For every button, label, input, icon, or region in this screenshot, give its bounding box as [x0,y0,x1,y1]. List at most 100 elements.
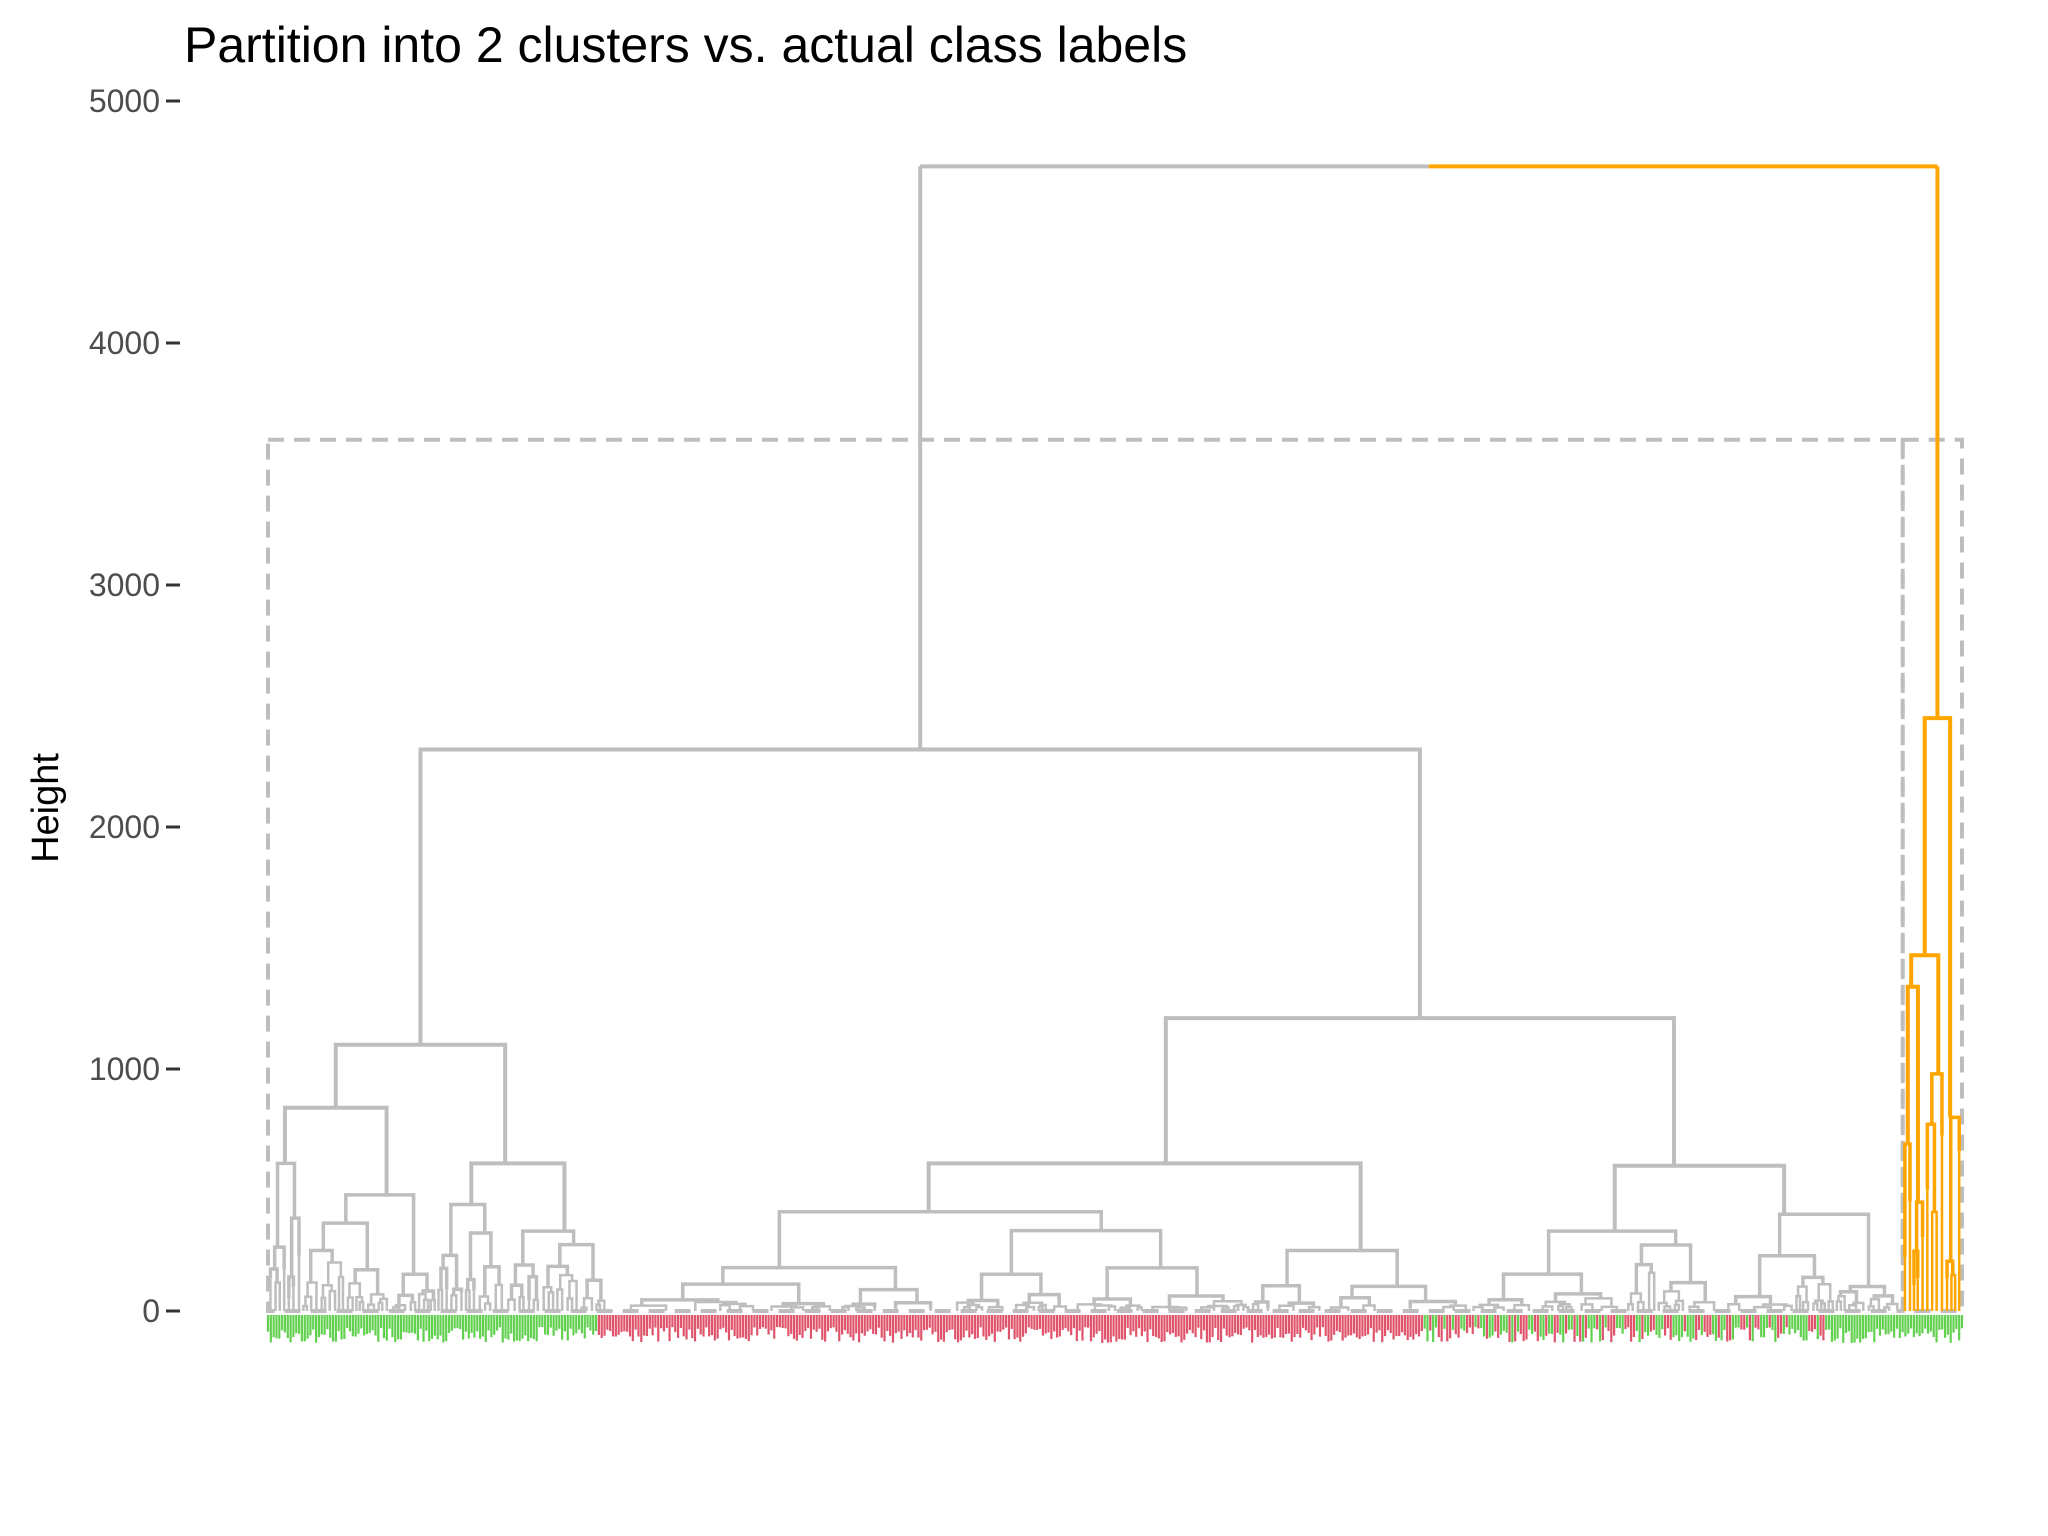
subtree [1757,1254,1817,1297]
orange-subtree [1903,1142,1912,1258]
subtree [1777,1212,1871,1287]
y-axis-title: Height [25,753,67,863]
y-tick-label: 3000 [89,567,160,603]
subtree [513,1263,535,1286]
left-sub-merge [282,1105,389,1195]
subtree [542,1285,553,1304]
subtree [532,1298,540,1308]
subtree [1167,1294,1225,1307]
subtree [597,1299,606,1305]
subtree [1092,1297,1133,1306]
subtree [558,1242,595,1281]
subtree [422,1298,430,1305]
subtree [1872,1294,1895,1304]
y-axis: 0 1000 2000 3000 4000 5000 [89,83,180,1329]
subtree [1801,1275,1825,1287]
subtree [777,1210,1103,1268]
subtree [1472,1305,1484,1309]
subtree [1025,1305,1036,1310]
subtree [1053,1305,1068,1310]
subtree [568,1279,578,1299]
subtree [566,1297,574,1304]
right-sub-merge [926,1161,1363,1251]
subtree [1037,1305,1044,1309]
dendrogram-root-merge [918,164,1940,750]
subtree [1493,1306,1505,1310]
subtree [1251,1302,1260,1310]
subtree [781,1301,826,1307]
subtree [1663,1305,1672,1309]
subtree [353,1267,380,1295]
subtree [348,1282,362,1298]
subtree [441,1253,459,1290]
y-tick-label: 2000 [89,809,160,845]
subtree [858,1287,919,1305]
subtree [464,1288,471,1298]
leaf-labels [266,1315,1964,1343]
right-sub-merge-2 [1612,1163,1787,1232]
dendrogram-main-cluster [268,747,1899,1311]
subtree [1285,1248,1399,1287]
subtree [1339,1295,1372,1308]
subtree [321,1284,333,1298]
subtree [326,1261,343,1286]
subtree [468,1231,493,1280]
cluster-rectangle [1900,437,1964,1313]
subtree [580,1306,588,1310]
subtree [1820,1302,1826,1309]
subtree [1727,1303,1741,1309]
subtree [1634,1262,1653,1294]
subtree [582,1297,594,1308]
orange-subtree [1950,1273,1957,1295]
subtree [306,1281,318,1297]
subtree [483,1302,492,1308]
subtree [855,1306,866,1309]
subtree [1869,1297,1881,1307]
subtree [1221,1306,1230,1311]
subtree [1629,1292,1643,1305]
subtree [1136,1306,1143,1310]
subtree [409,1300,417,1308]
subtree [810,1306,820,1310]
subtree [1782,1304,1793,1309]
cluster-cut-rectangles [266,437,1964,1313]
subtree [1817,1282,1832,1302]
subtree [1837,1295,1846,1302]
subtree [421,1289,436,1301]
subtree [1329,1306,1350,1310]
left-branch-merge [333,1042,508,1164]
subtree [975,1306,984,1310]
subtree [346,1296,354,1308]
subtree [595,1303,602,1308]
cluster-rectangle [266,437,1905,1313]
subtree [585,1278,603,1301]
cluster-2-sub-merge-2 [1905,984,1920,1203]
subtree [979,1272,1043,1301]
subtree [494,1283,504,1301]
subtree [320,1296,327,1306]
subtree [1657,1301,1668,1307]
subtree [1795,1294,1802,1303]
subtree [1827,1300,1835,1308]
subtree [304,1295,313,1307]
subtree [1847,1304,1858,1310]
subtree [275,1161,297,1248]
subtree [738,1304,755,1309]
subtree [1674,1299,1685,1309]
subtree [344,1193,416,1275]
subtree [1627,1303,1634,1308]
subtree [1553,1292,1603,1302]
subtree [546,1264,570,1288]
subtree [483,1265,501,1297]
left-sub-merge-2 [469,1161,567,1232]
subtree [337,1275,345,1301]
subtree [328,1289,337,1305]
subtree [987,1305,1004,1309]
subtree [302,1304,309,1309]
subtree [401,1272,429,1296]
subtree [1882,1306,1891,1309]
subtree [1867,1305,1875,1309]
y-tick-label: 1000 [89,1051,160,1087]
subtree [377,1301,384,1307]
subtree [1541,1305,1554,1309]
